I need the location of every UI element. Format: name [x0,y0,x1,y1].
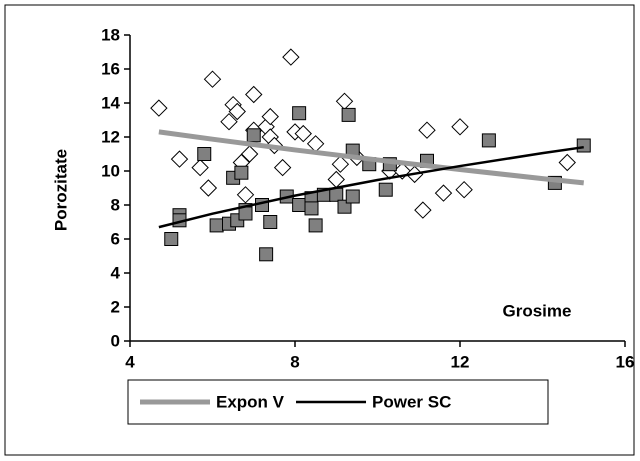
point [341,107,356,122]
point [292,198,307,212]
y-tick-label: 16 [101,59,120,78]
y-tick-label: 12 [101,127,120,146]
y-tick-label: 4 [111,263,121,282]
point [191,158,209,177]
legend-label: Power SC [372,392,451,411]
point [273,158,292,177]
y-tick-label: 0 [111,331,120,350]
x-tick-label: 16 [616,352,635,371]
legend-label: Expon V [216,392,285,411]
point [558,153,576,172]
y-tick-label: 18 [101,25,120,44]
y-tick-label: 6 [111,229,120,248]
point [170,150,189,168]
point [238,206,253,221]
y-tick-label: 2 [111,297,120,316]
x-tick-label: 8 [290,352,299,371]
point [220,112,238,131]
x-axis-label: Grosime [503,301,572,320]
point [246,128,261,143]
point [455,180,473,199]
x-tick-label: 4 [125,352,135,371]
point [414,201,432,219]
point [240,145,259,163]
point [164,232,179,246]
point [261,107,279,126]
point [282,48,300,66]
y-tick-label: 14 [101,93,120,112]
point [304,201,319,216]
point [345,189,360,204]
point [481,133,496,148]
point [294,124,312,143]
point [292,106,307,121]
point [451,118,469,136]
x-tick-label: 12 [451,352,470,371]
point [329,187,344,202]
point [199,179,218,197]
y-tick-label: 8 [111,195,120,214]
point [308,218,323,233]
point [576,138,591,153]
point [203,70,222,88]
point [197,147,212,161]
trendline [158,129,585,186]
point [331,155,350,173]
point [245,85,263,104]
point [263,215,278,229]
y-tick-label: 10 [101,161,120,180]
point [259,247,274,262]
trendline [158,145,584,229]
point [209,218,224,233]
point [228,102,246,121]
point [378,182,393,197]
y-axis-label: Porozitate [51,149,70,231]
point [418,121,436,139]
point [236,186,255,204]
point [434,184,453,202]
point [150,99,168,117]
point [234,165,249,180]
